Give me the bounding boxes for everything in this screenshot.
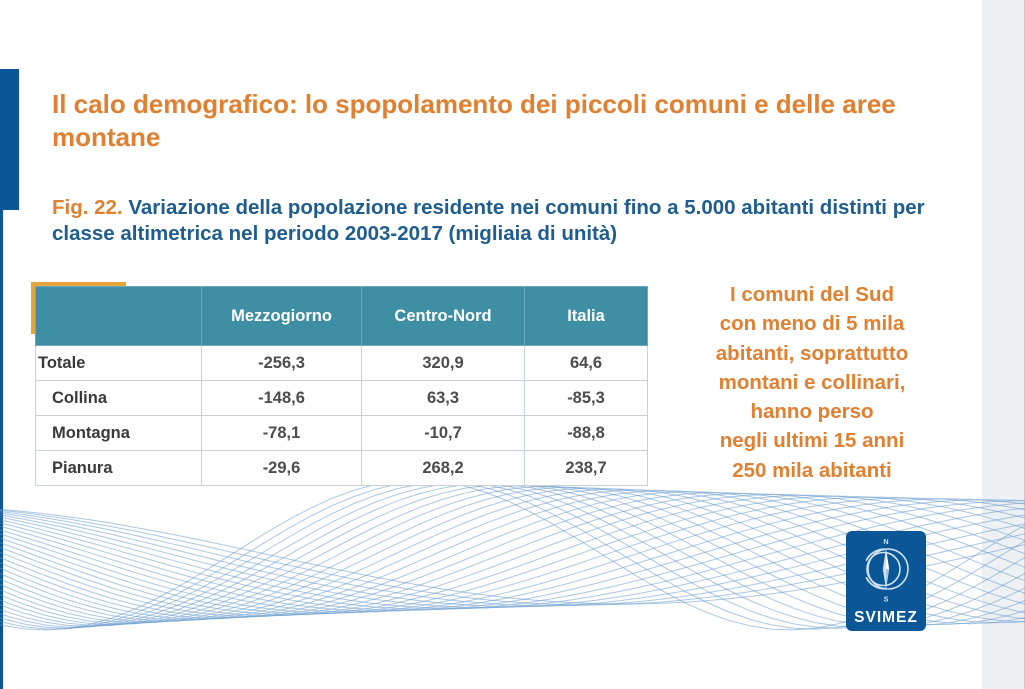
svg-text:N: N: [883, 537, 888, 546]
svg-text:S: S: [884, 595, 889, 604]
svg-text:SVIMEZ: SVIMEZ: [854, 609, 918, 626]
